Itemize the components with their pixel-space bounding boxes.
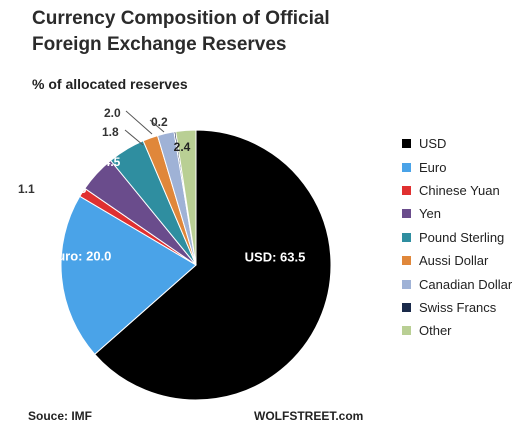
leader-line-aussi-dollar — [124, 129, 144, 146]
legend-label: Pound Sterling — [419, 229, 505, 245]
legend-label: Aussi Dollar — [419, 253, 489, 269]
chart-title-line1: Currency Composition of Official — [32, 8, 330, 29]
data-label-euro: Euro: 20.0 — [49, 248, 112, 263]
data-label-yen: 4.5 — [70, 182, 87, 196]
legend-swatch — [402, 256, 411, 266]
data-label-swiss-francs: 0.2 — [151, 115, 168, 129]
legend-swatch — [402, 279, 411, 289]
legend-label: Chinese Yuan — [419, 182, 500, 198]
data-label-pound-sterling: 4.5 — [104, 155, 121, 169]
data-label-aussi-dollar: 1.8 — [102, 125, 119, 139]
label-leader-lines — [124, 110, 165, 146]
data-label-usd: USD: 63.5 — [245, 249, 306, 264]
slice-usd — [94, 129, 332, 401]
source-note: Souce: IMF — [28, 409, 93, 423]
data-label-canadian-dollar: 2.0 — [104, 106, 121, 120]
pie-slices — [60, 129, 332, 401]
legend-swatch — [402, 326, 411, 336]
legend-label: Swiss Francs — [419, 299, 497, 315]
chart-subtitle: % of allocated reserves — [32, 76, 188, 92]
slice-euro — [60, 195, 197, 355]
legend-item-canadian-dollar: Canadian Dollar — [402, 272, 512, 295]
legend-item-aussi-dollar: Aussi Dollar — [402, 249, 512, 272]
legend-item-pound-sterling: Pound Sterling — [402, 226, 512, 249]
data-label-other: 2.4 — [174, 140, 191, 154]
chart-title-line2: Foreign Exchange Reserves — [32, 34, 287, 55]
legend-label: USD — [419, 136, 447, 152]
data-label-chinese-yuan: 1.1 — [18, 182, 35, 196]
slice-other — [175, 129, 197, 266]
legend-label: Canadian Dollar — [419, 276, 513, 292]
chart-title: Currency Composition of Official Foreign… — [32, 6, 330, 58]
legend-label: Other — [419, 323, 452, 339]
legend-swatch — [402, 232, 411, 242]
legend-item-euro: Euro — [402, 155, 512, 178]
leader-line-swiss-francs — [149, 119, 165, 133]
chart-legend: USD Euro Chinese Yuan Yen Pound Sterling Auss… — [402, 132, 512, 343]
legend-swatch — [402, 209, 411, 219]
legend-item-other: Other — [402, 319, 512, 342]
legend-label: Euro — [419, 159, 447, 175]
legend-swatch — [402, 302, 411, 312]
legend-swatch — [402, 162, 411, 172]
legend-swatch — [402, 139, 411, 149]
legend-item-swiss-francs: Swiss Francs — [402, 296, 512, 319]
legend-label: Yen — [419, 206, 441, 222]
legend-item-chinese-yuan: Chinese Yuan — [402, 179, 512, 202]
pie-labels: USD: 63.5 Euro: 20.0 1.1 4.5 4.5 1.8 2.0 0.2 2.4 — [18, 106, 305, 264]
legend-item-usd: USD — [402, 132, 512, 155]
legend-swatch — [402, 185, 411, 195]
legend-item-yen: Yen — [402, 202, 512, 225]
credit-note: WOLFSTREET.com — [254, 409, 364, 423]
leader-line-canadian-dollar — [125, 110, 153, 135]
